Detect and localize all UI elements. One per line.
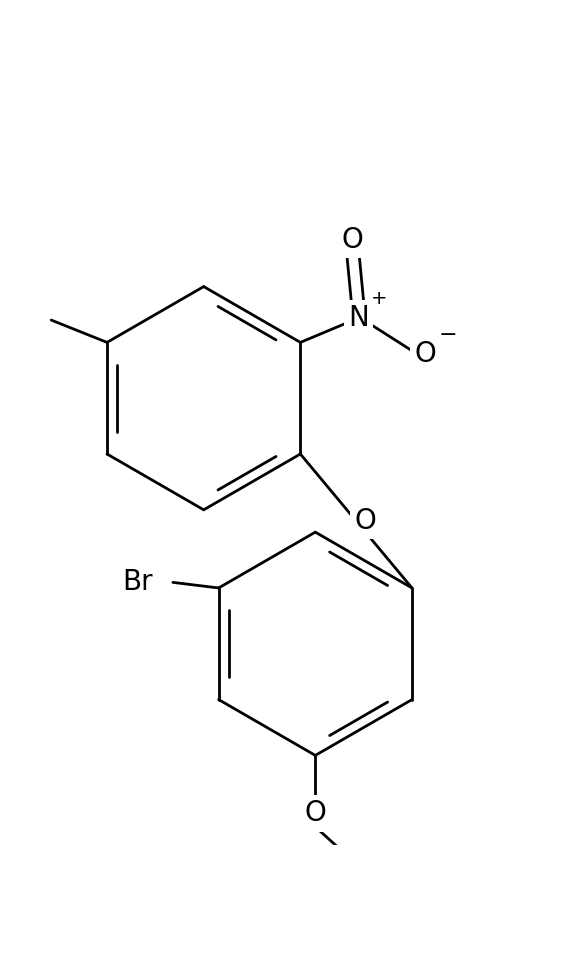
Text: Br: Br bbox=[122, 568, 153, 597]
Text: O: O bbox=[414, 339, 436, 368]
Text: O: O bbox=[305, 800, 326, 828]
Text: +: + bbox=[372, 290, 388, 308]
Text: N: N bbox=[348, 304, 369, 332]
Text: O: O bbox=[354, 507, 376, 535]
Text: −: − bbox=[438, 325, 457, 344]
Text: O: O bbox=[342, 225, 364, 254]
